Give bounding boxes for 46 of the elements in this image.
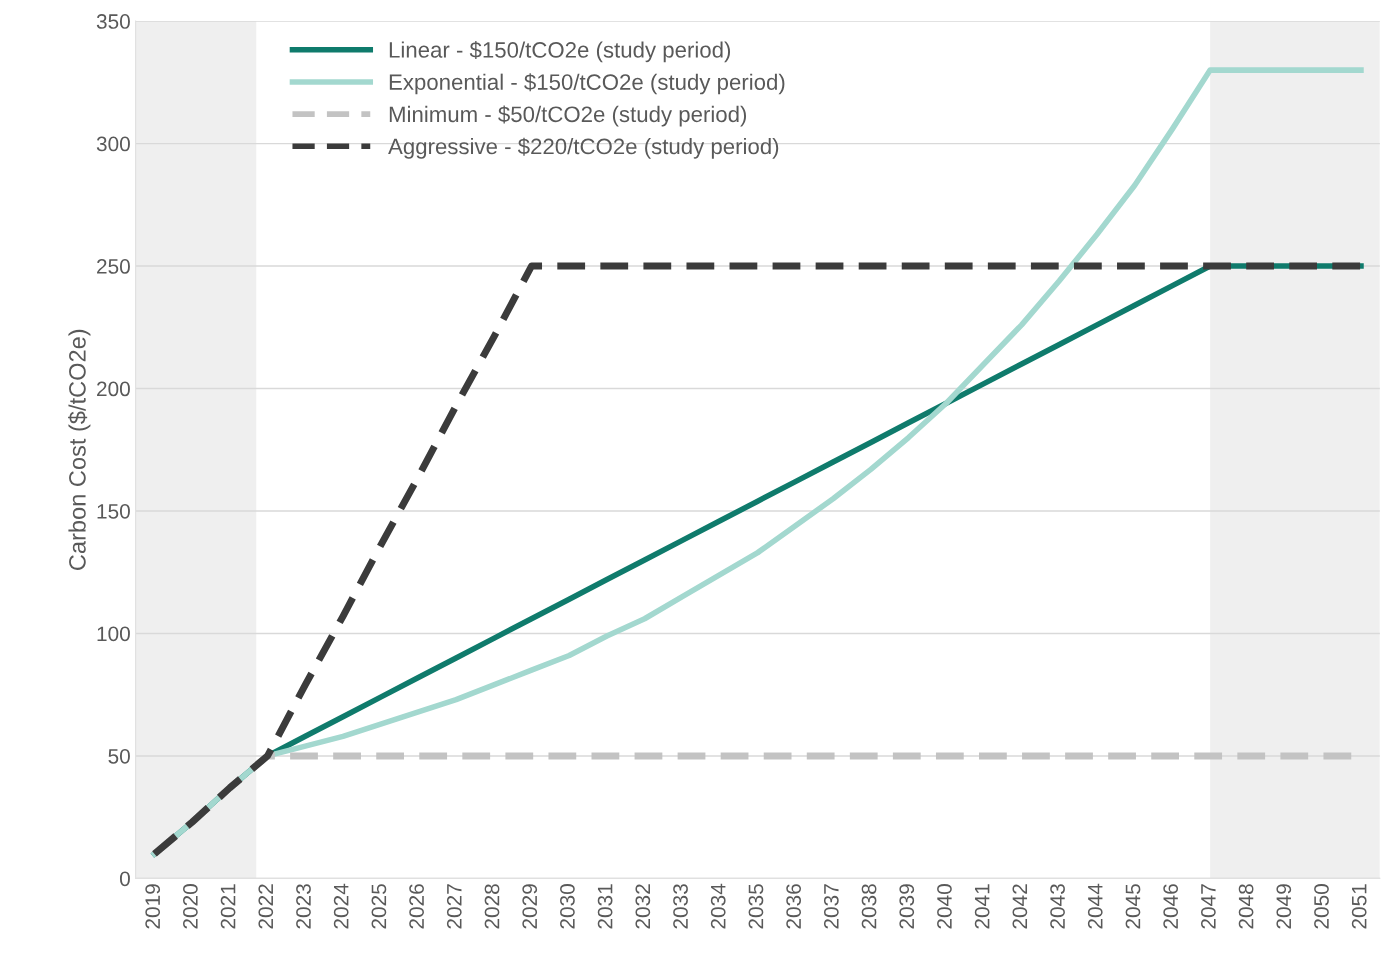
- y-tick-label: 50: [108, 748, 130, 764]
- legend-label: Aggressive - $220/tCO2e (study period): [388, 137, 779, 159]
- x-tick-label: 2038: [861, 884, 877, 929]
- x-tick-label: 2040: [937, 884, 952, 929]
- x-tick-label: 2048: [1238, 884, 1254, 929]
- y-axis-title: Carbon Cost ($/tCO2e): [68, 329, 91, 570]
- x-tick-label: 2023: [296, 884, 311, 929]
- y-tick-label: 0: [119, 871, 130, 887]
- y-tick-label: 200: [97, 381, 130, 397]
- x-tick-label: 2041: [974, 884, 990, 929]
- x-tick-label: 2020: [183, 884, 198, 929]
- x-tick-label: 2044: [1087, 883, 1103, 929]
- x-tick-label: 2051: [1351, 884, 1367, 929]
- y-tick-label: 300: [96, 136, 130, 152]
- x-tick-label: 2027: [446, 884, 462, 929]
- x-tick-label: 2028: [484, 884, 500, 929]
- x-tick-label: 2019: [145, 884, 161, 929]
- x-tick-label: 2022: [258, 884, 274, 929]
- y-tick-label: 100: [97, 626, 130, 642]
- x-tick-label: 2037: [823, 884, 839, 929]
- y-tick-label: 150: [97, 504, 130, 519]
- legend-label: Minimum - $50/tCO2e (study period): [389, 105, 747, 127]
- x-tick-label: 2036: [786, 884, 802, 929]
- y-tick-label: 250: [97, 259, 130, 274]
- x-tick-label: 2045: [1125, 884, 1141, 929]
- x-tick-label: 2029: [522, 884, 538, 929]
- x-tick-label: 2026: [409, 884, 424, 929]
- x-tick-label: 2042: [1012, 884, 1028, 929]
- y-tick-label: 350: [96, 14, 130, 29]
- x-tick-label: 2047: [1201, 884, 1216, 929]
- x-tick-label: 2039: [899, 884, 915, 929]
- x-tick-label: 2033: [673, 884, 688, 929]
- x-tick-label: 2049: [1276, 884, 1292, 929]
- x-tick-label: 2035: [748, 884, 764, 929]
- x-tick-label: 2034: [710, 883, 726, 929]
- x-tick-label: 2025: [371, 884, 387, 929]
- x-tick-label: 2032: [635, 884, 651, 929]
- x-tick-label: 2031: [597, 884, 613, 929]
- x-tick-label: 2024: [333, 883, 349, 929]
- x-tick-label: 2021: [220, 884, 236, 929]
- x-tick-label: 2030: [560, 884, 575, 929]
- x-tick-label: 2050: [1314, 884, 1329, 929]
- x-tick-label: 2046: [1163, 884, 1179, 929]
- x-tick-label: 2043: [1050, 884, 1065, 929]
- legend-label: Exponential - $150/tCO2e (study period): [389, 73, 785, 95]
- legend-label: Linear - $150/tCO2e (study period): [389, 41, 731, 63]
